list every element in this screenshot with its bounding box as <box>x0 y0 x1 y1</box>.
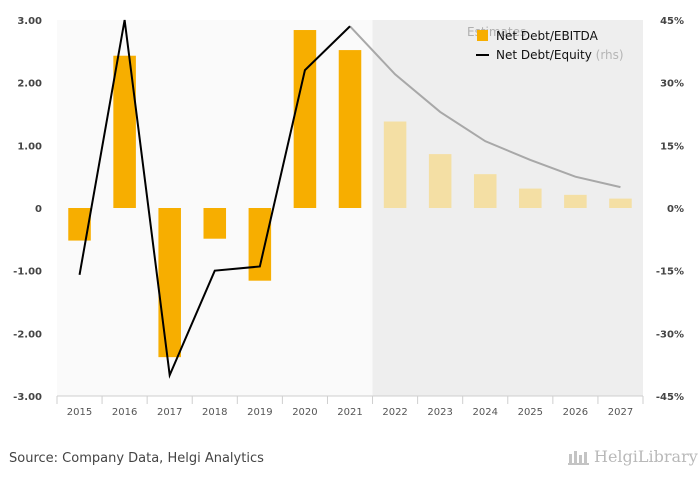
bar-2021 <box>338 50 362 208</box>
x-tick-label: 2027 <box>608 407 633 418</box>
helgi-library-logo[interactable]: HelgiLibrary <box>568 447 698 466</box>
x-tick-label: 2026 <box>563 407 588 418</box>
y-right-tick-label: 45% <box>660 16 684 27</box>
estimates-region <box>372 20 643 396</box>
line-net-debt-equity-estimate <box>349 25 621 189</box>
bar-2017 <box>158 208 181 358</box>
bar-2024 <box>473 174 497 208</box>
x-tick-label: 2021 <box>337 407 362 418</box>
x-tick-label: 2015 <box>67 407 92 418</box>
y-left-tick-label: 0 <box>35 204 42 215</box>
bar-2025 <box>519 188 542 208</box>
x-tick-label: 2023 <box>427 407 452 418</box>
y-right-tick-label: -15% <box>656 267 684 278</box>
y-right-tick-label: -30% <box>656 329 684 340</box>
y-right-tick-label: 0% <box>667 204 684 215</box>
x-tick-label: 2016 <box>112 407 137 418</box>
bar-2015 <box>68 208 91 241</box>
y-right-tick-label: 30% <box>660 79 684 90</box>
x-tick-label: 2024 <box>473 407 498 418</box>
bar-2027 <box>609 198 632 208</box>
bar-2019 <box>248 208 272 281</box>
bar-2016 <box>113 55 136 208</box>
x-tick-label: 2019 <box>247 407 272 418</box>
bar-2026 <box>564 194 587 208</box>
y-left-tick-label: -1.00 <box>13 267 42 278</box>
bar-2022 <box>383 121 407 208</box>
legend-line-suffix: (rhs) <box>596 48 624 62</box>
x-tick-label: 2020 <box>292 407 317 418</box>
y-left-tick-label: 3.00 <box>17 16 42 27</box>
line-net-debt-equity-actual <box>78 19 351 379</box>
x-tick-label: 2022 <box>382 407 407 418</box>
bar-2020 <box>293 30 317 208</box>
y-left-tick-label: 2.00 <box>17 79 42 90</box>
y-left-tick-label: 1.00 <box>17 141 42 152</box>
logo-text: HelgiLibrary <box>594 447 698 466</box>
source-note: Source: Company Data, Helgi Analytics <box>9 451 264 466</box>
library-icon <box>568 450 589 465</box>
y-right-tick-label: -45% <box>656 392 684 403</box>
y-left-tick-label: -3.00 <box>13 392 42 403</box>
x-tick-label: 2017 <box>157 407 182 418</box>
x-tick-label: 2018 <box>202 407 227 418</box>
legend-bar-swatch <box>477 30 488 41</box>
bar-2018 <box>203 208 227 239</box>
y-left-tick-label: -2.00 <box>13 329 42 340</box>
x-tick-label: 2025 <box>518 407 543 418</box>
legend-line-label: Net Debt/Equity (rhs) <box>496 48 624 62</box>
chart-area: 3.00 2.00 1.00 0 -1.00 -2.00 -3.00 45% 30% 15% 0% -… <box>13 16 684 418</box>
bar-2023 <box>428 154 452 208</box>
y-right-tick-label: 15% <box>660 141 684 152</box>
legend-bar-label: Net Debt/EBITDA <box>496 29 599 43</box>
